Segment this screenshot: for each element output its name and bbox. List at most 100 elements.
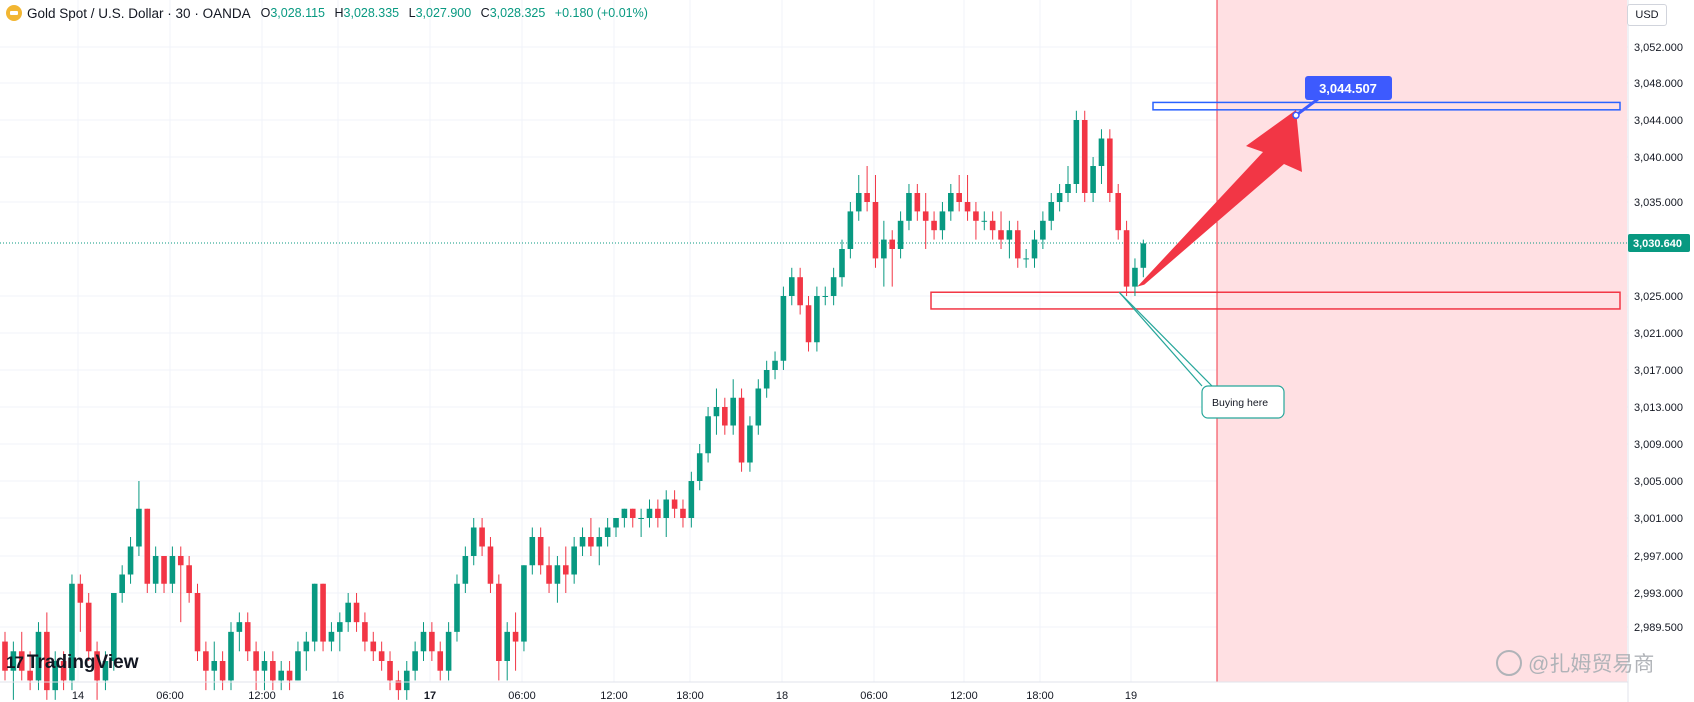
candle-body (747, 425, 753, 463)
candle-body (311, 583, 318, 642)
candle-body (847, 211, 854, 249)
candle-body (1031, 239, 1038, 259)
candle-body (1123, 230, 1130, 287)
target-arrow[interactable]: 3,044.507 (1137, 76, 1392, 287)
target-dot (1292, 111, 1300, 120)
time-tick-label: 06:00 (860, 690, 888, 702)
author-watermark: @扎姆贸易商 (1496, 648, 1654, 678)
tradingview-logo-icon: 17 (6, 653, 24, 672)
candle-body (370, 641, 377, 652)
ohlc-open-value: 3,028.115 (270, 6, 325, 20)
candle-body (328, 631, 335, 642)
candle-body (588, 537, 594, 547)
candle-body (914, 193, 921, 212)
candle-body (1081, 120, 1088, 193)
candle-body (989, 220, 996, 231)
candle-body (462, 556, 469, 584)
buying-here-callout[interactable]: Buying here (1118, 291, 1285, 419)
price-tick-label: 2,993.000 (1634, 588, 1683, 600)
candle-body (680, 508, 686, 518)
time-axis[interactable]: 14 06:00 12:00 16 17 06:00 12:00 18:00 18 06:00 12… (0, 681, 1628, 702)
candle-body (94, 651, 100, 681)
resistance-zone-box[interactable] (1152, 101, 1621, 111)
candle-body (814, 296, 820, 343)
candle-body (822, 296, 829, 297)
candle-body (228, 631, 234, 681)
candle-body (378, 651, 385, 661)
ohlc-legend: O3,028.115 H3,028.335 L3,027.900 C3,028.… (261, 6, 654, 20)
candle-body (1023, 258, 1029, 260)
candle-body (705, 416, 711, 454)
candle-body (939, 211, 946, 231)
price-tick-label: 3,005.000 (1634, 476, 1683, 488)
chart-header: Gold Spot / U.S. Dollar · 30 · OANDA O3,… (6, 4, 654, 22)
candle-body (504, 631, 510, 661)
price-tick-label: 3,040.000 (1634, 152, 1683, 164)
candle-body (546, 565, 552, 584)
last-price-badge: 3,030.640 (1628, 233, 1690, 252)
price-tick-label: 2,997.000 (1634, 551, 1683, 563)
target-price-text: 3,044.507 (1319, 81, 1377, 96)
ohlc-high-key: H (334, 6, 344, 20)
candle-body (429, 631, 435, 652)
candle-body (772, 360, 778, 370)
candle-body (613, 518, 619, 528)
candle-body (521, 565, 527, 642)
candle-body (320, 583, 326, 642)
tradingview-logo-text: TradingView (26, 652, 139, 673)
candle-body (788, 277, 795, 296)
candle-body (1006, 230, 1013, 240)
candle-body (119, 574, 125, 593)
candle-body (596, 537, 603, 547)
support-zone-box[interactable] (930, 291, 1621, 310)
candle-body (169, 556, 176, 584)
price-tick-label: 3,052.000 (1634, 42, 1683, 54)
candle-body (253, 651, 259, 671)
candle-body (1056, 193, 1063, 202)
last-price-badge-bg (1628, 233, 1690, 252)
candle-body (60, 661, 67, 681)
candle-body (629, 508, 636, 518)
candle-body (738, 397, 745, 463)
currency-selector[interactable]: USD (1627, 4, 1667, 26)
time-tick-label: 14 (72, 690, 84, 702)
candle-body (362, 622, 368, 642)
candle-body (496, 583, 502, 661)
ohlc-change: +0.180 (+0.01%) (554, 6, 648, 20)
candle-body (412, 651, 418, 671)
candle-body (922, 211, 929, 221)
gold-symbol-icon (6, 5, 22, 21)
candle-body (470, 527, 477, 556)
candle-body (102, 661, 109, 681)
candle-body (713, 407, 720, 417)
candle-body (161, 556, 167, 584)
candle-body (1073, 120, 1080, 184)
candle-body (529, 537, 536, 566)
candle-body (387, 661, 393, 681)
candle-body (186, 565, 192, 593)
candle-body (864, 193, 870, 202)
candle-body (839, 249, 845, 278)
candle-body (964, 202, 971, 212)
candle-body (604, 527, 611, 537)
candle-body (562, 565, 569, 575)
candle-body (512, 631, 519, 642)
candle-body (973, 211, 979, 221)
candle-body (1115, 193, 1122, 231)
candle-body (797, 277, 803, 306)
candle-body (1048, 202, 1055, 221)
price-tick-label: 3,035.000 (1634, 197, 1683, 209)
time-tick-label: 18:00 (676, 690, 704, 702)
symbol-title[interactable]: Gold Spot / U.S. Dollar · 30 · OANDA (27, 5, 251, 21)
candle-body (127, 546, 134, 575)
candle-body (144, 508, 151, 584)
tradingview-logo[interactable]: 17 TradingView (6, 652, 139, 674)
candle-body (219, 661, 226, 681)
price-axis[interactable]: 3,052.000 3,048.000 3,044.000 3,040.000 3,03… (1634, 42, 1683, 634)
candle-body (638, 518, 644, 519)
candle-body (872, 202, 879, 259)
ohlc-low-key: L (408, 6, 416, 20)
candle-body (295, 651, 301, 681)
candle-body (454, 583, 460, 632)
